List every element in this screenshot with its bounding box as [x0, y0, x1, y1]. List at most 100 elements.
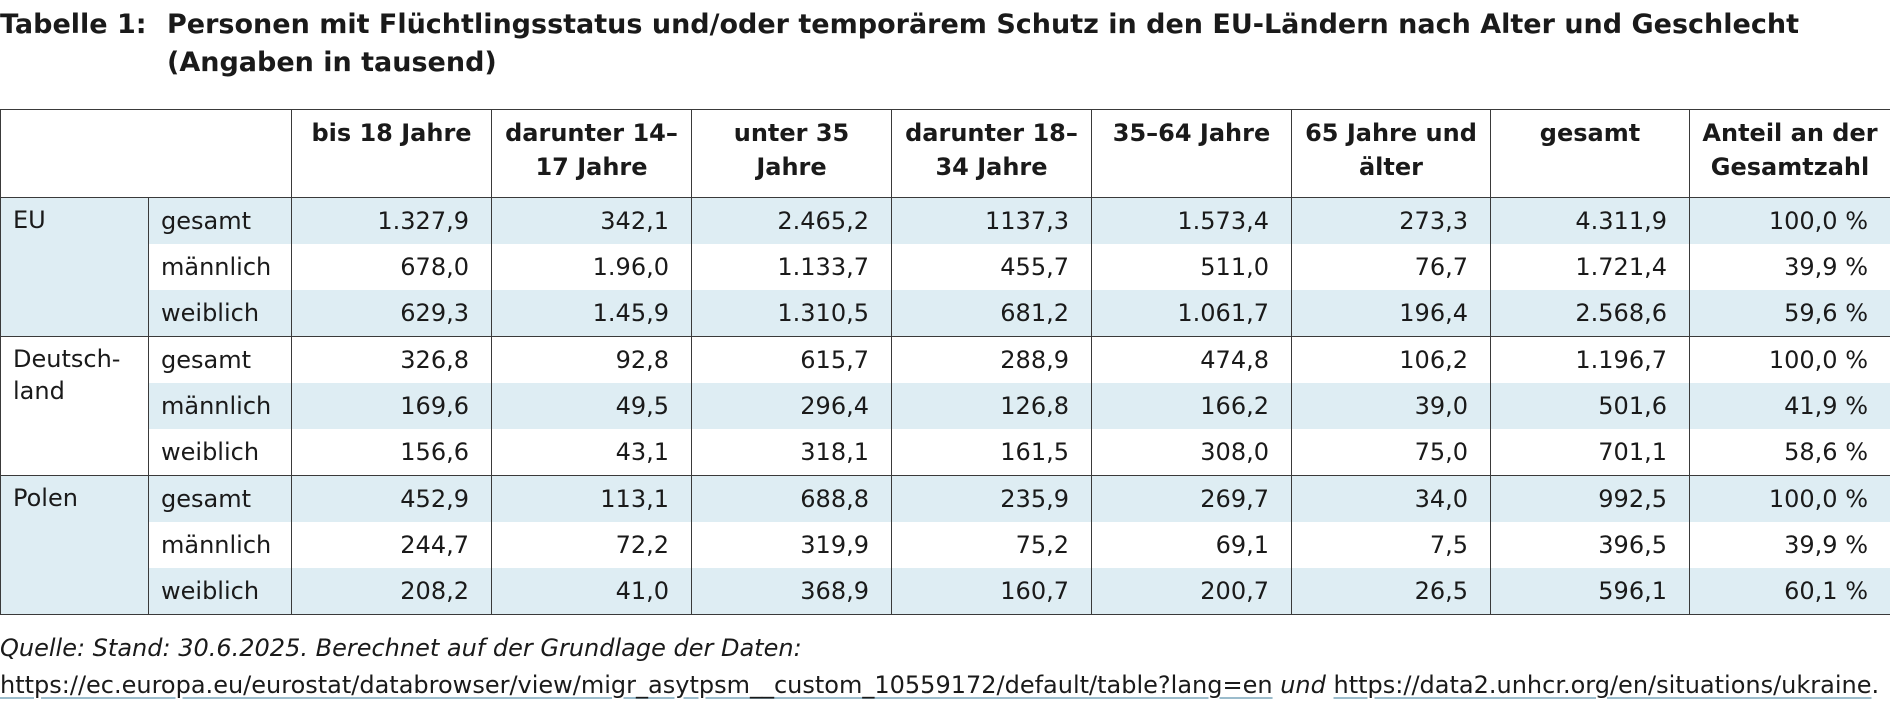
value-cell: 396,5 — [1490, 522, 1690, 568]
value-cell: 106,2 — [1291, 336, 1491, 383]
table-row: weiblich 629,3 1.45,9 1.310,5 681,2 1.06… — [1, 290, 1890, 337]
country-cell: EU — [0, 197, 149, 337]
header-row: bis 18 Jahre darunter 14–17 Jahre unter … — [0, 109, 1890, 198]
value-cell: 681,2 — [891, 290, 1092, 337]
column-header: bis 18 Jahre — [291, 109, 492, 198]
caption-label: Tabelle 1: — [0, 9, 147, 40]
value-cell: 60,1 % — [1689, 568, 1890, 615]
value-cell: 1.310,5 — [691, 290, 892, 337]
sex-cell: weiblich — [148, 429, 292, 476]
value-cell: 100,0 % — [1689, 197, 1890, 244]
value-cell: 2.568,6 — [1490, 290, 1690, 337]
value-cell: 113,1 — [491, 475, 692, 522]
value-cell: 72,2 — [491, 522, 692, 568]
sex-cell: weiblich — [148, 290, 292, 337]
value-cell: 92,8 — [491, 336, 692, 383]
value-cell: 41,0 — [491, 568, 692, 615]
value-cell: 1.721,4 — [1490, 244, 1690, 290]
value-cell: 196,4 — [1291, 290, 1491, 337]
value-cell: 126,8 — [891, 383, 1092, 429]
value-cell: 58,6 % — [1689, 429, 1890, 476]
value-cell: 75,0 — [1291, 429, 1491, 476]
table-row: weiblich 208,2 41,0 368,9 160,7 200,7 26… — [1, 568, 1890, 615]
value-cell: 166,2 — [1091, 383, 1292, 429]
value-cell: 368,9 — [691, 568, 892, 615]
column-header: darunter 14–17 Jahre — [491, 109, 692, 198]
value-cell: 1.327,9 — [291, 197, 492, 244]
value-cell: 474,8 — [1091, 336, 1292, 383]
value-cell: 701,1 — [1490, 429, 1690, 476]
value-cell: 76,7 — [1291, 244, 1491, 290]
value-cell: 308,0 — [1091, 429, 1292, 476]
value-cell: 296,4 — [691, 383, 892, 429]
column-header: Anteil an der Gesamtzahl — [1689, 109, 1890, 198]
value-cell: 161,5 — [891, 429, 1092, 476]
table-row: weiblich 156,6 43,1 318,1 161,5 308,0 75… — [1, 429, 1890, 476]
value-cell: 501,6 — [1490, 383, 1690, 429]
value-cell: 688,8 — [691, 475, 892, 522]
value-cell: 4.311,9 — [1490, 197, 1690, 244]
value-cell: 75,2 — [891, 522, 1092, 568]
value-cell: 2.465,2 — [691, 197, 892, 244]
table-row: Polen gesamt 452,9 113,1 688,8 235,9 269… — [0, 475, 1890, 615]
column-header: 35–64 Jahre — [1091, 109, 1292, 198]
source-and: und — [1280, 671, 1326, 699]
value-cell: 1.196,7 — [1490, 336, 1690, 383]
value-cell: 511,0 — [1091, 244, 1292, 290]
source-note: Quelle: Stand: 30.6.2025. Berechnet auf … — [0, 630, 1890, 704]
value-cell: 1.133,7 — [691, 244, 892, 290]
sex-cell: gesamt — [148, 197, 292, 244]
value-cell: 678,0 — [291, 244, 492, 290]
value-cell: 273,3 — [1291, 197, 1491, 244]
sex-cell: männlich — [148, 383, 292, 429]
value-cell: 1.061,7 — [1091, 290, 1292, 337]
value-cell: 49,5 — [491, 383, 692, 429]
value-cell: 319,9 — [691, 522, 892, 568]
value-cell: 59,6 % — [1689, 290, 1890, 337]
value-cell: 615,7 — [691, 336, 892, 383]
table-row: männlich 169,6 49,5 296,4 126,8 166,2 39… — [1, 383, 1890, 429]
value-cell: 244,7 — [291, 522, 492, 568]
eurostat-link[interactable]: https://ec.europa.eu/eurostat/databrowse… — [0, 671, 1273, 699]
value-cell: 596,1 — [1490, 568, 1690, 615]
value-cell: 43,1 — [491, 429, 692, 476]
column-header: gesamt — [1490, 109, 1690, 198]
data-table: bis 18 Jahre darunter 14–17 Jahre unter … — [0, 109, 1890, 615]
value-cell: 235,9 — [891, 475, 1092, 522]
value-cell: 39,9 % — [1689, 244, 1890, 290]
value-cell: 455,7 — [891, 244, 1092, 290]
sex-cell: männlich — [148, 244, 292, 290]
column-header: unter 35 Jahre — [691, 109, 892, 198]
value-cell: 992,5 — [1490, 475, 1690, 522]
value-cell: 39,9 % — [1689, 522, 1890, 568]
country-cell: Polen — [0, 475, 149, 615]
value-cell: 39,0 — [1291, 383, 1491, 429]
header-blank — [0, 109, 292, 198]
value-cell: 41,9 % — [1689, 383, 1890, 429]
unhcr-link[interactable]: https://data2.unhcr.org/en/situations/uk… — [1333, 671, 1872, 699]
value-cell: 69,1 — [1091, 522, 1292, 568]
value-cell: 100,0 % — [1689, 336, 1890, 383]
sex-cell: gesamt — [148, 475, 292, 522]
table-row: männlich 678,0 1.96,0 1.133,7 455,7 511,… — [1, 244, 1890, 290]
value-cell: 169,6 — [291, 383, 492, 429]
country-cell: Deutsch-land — [0, 336, 149, 476]
value-cell: 100,0 % — [1689, 475, 1890, 522]
column-header: darunter 18–34 Jahre — [891, 109, 1092, 198]
value-cell: 629,3 — [291, 290, 492, 337]
value-cell: 34,0 — [1291, 475, 1491, 522]
source-end: . — [1871, 671, 1880, 699]
source-lead: Quelle: Stand: 30.6.2025. Berechnet auf … — [0, 634, 802, 662]
table-row: männlich 244,7 72,2 319,9 75,2 69,1 7,5 … — [1, 522, 1890, 568]
sex-cell: weiblich — [148, 568, 292, 615]
value-cell: 200,7 — [1091, 568, 1292, 615]
value-cell: 160,7 — [891, 568, 1092, 615]
value-cell: 156,6 — [291, 429, 492, 476]
value-cell: 326,8 — [291, 336, 492, 383]
value-cell: 7,5 — [1291, 522, 1491, 568]
sex-cell: männlich — [148, 522, 292, 568]
column-header: 65 Jahre und älter — [1291, 109, 1491, 198]
value-cell: 288,9 — [891, 336, 1092, 383]
value-cell: 26,5 — [1291, 568, 1491, 615]
table-row: EU gesamt 1.327,9 342,1 2.465,2 1137,3 1… — [0, 197, 1890, 337]
